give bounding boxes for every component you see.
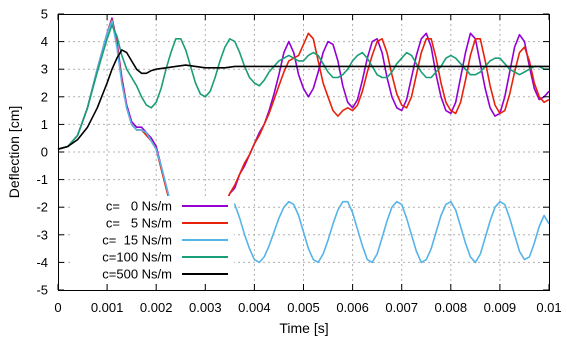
plot-series [57, 17, 550, 276]
x-tick-label: 0.007 [385, 300, 418, 315]
y-axis-ticks: -5 -4 -3 -2 -1 0 1 2 3 4 5 [36, 7, 549, 298]
x-tick-label: 0.01 [536, 300, 561, 315]
x-axis-ticks: 0 0.001 0.002 0.003 0.004 0.005 0.006 0.007 0.00… [54, 14, 562, 315]
y-tick-label: 3 [41, 62, 48, 77]
legend: c= 0 Ns/m c= 5 Ns/m c= 15 Ns/m c=100 Ns/m c=… [72, 196, 234, 282]
y-tick-label: -5 [36, 283, 48, 298]
y-tick-label: 4 [41, 34, 48, 49]
x-tick-label: 0.009 [484, 300, 517, 315]
x-tick-label: 0.002 [140, 300, 173, 315]
series-line-2 [57, 20, 550, 273]
y-tick-label: -3 [36, 227, 48, 242]
x-tick-label: 0.008 [435, 300, 468, 315]
legend-label: c= 0 Ns/m [106, 199, 172, 214]
legend-label: c= 5 Ns/m [106, 216, 172, 231]
x-tick-label: 0.005 [287, 300, 320, 315]
x-tick-label: 0 [54, 300, 61, 315]
legend-label: c=100 Ns/m [102, 250, 172, 265]
y-tick-label: 1 [41, 117, 48, 132]
x-tick-label: 0.004 [238, 300, 271, 315]
y-tick-label: 5 [41, 7, 48, 22]
x-tick-label: 0.006 [336, 300, 369, 315]
legend-label: c=500 Ns/m [102, 267, 172, 282]
y-tick-label: 0 [41, 145, 48, 160]
y-tick-label: -4 [36, 255, 48, 270]
x-axis-title: Time [s] [279, 320, 328, 336]
x-tick-label: 0.003 [189, 300, 222, 315]
y-tick-label: 2 [41, 89, 48, 104]
y-axis-title: Deflection [cm] [6, 106, 22, 199]
y-tick-label: -1 [36, 172, 48, 187]
series-line-3 [57, 24, 549, 150]
series-line-4 [57, 49, 549, 150]
x-tick-label: 0.001 [91, 300, 124, 315]
legend-label: c= 15 Ns/m [102, 233, 172, 248]
y-tick-label: -2 [36, 200, 48, 215]
